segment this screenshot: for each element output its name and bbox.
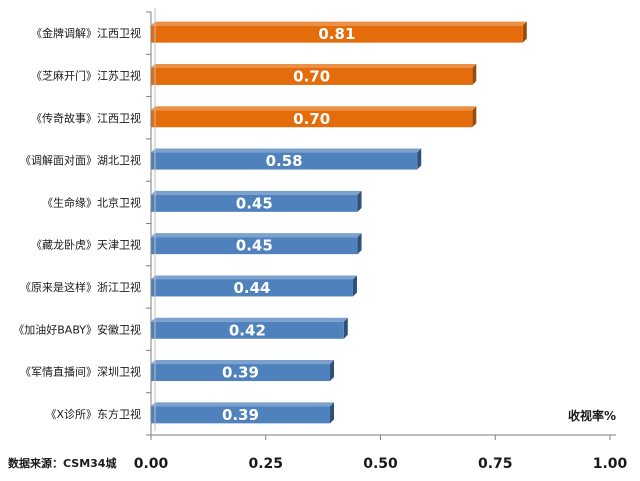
bar-side-face (343, 317, 348, 339)
bar-side-face (472, 106, 477, 128)
category-label: 《加油好BABY》安徽卫视 (13, 322, 141, 336)
bar-front-face (151, 364, 331, 382)
bar: 0.45 (151, 233, 362, 255)
bar: 0.44 (151, 275, 357, 297)
bar-top-face (151, 402, 335, 407)
source-note: 数据来源：CSM34城 (8, 456, 116, 470)
x-tick-label: 0.75 (478, 456, 513, 472)
category-label: 《藏龙卧虎》天津卫视 (31, 238, 141, 252)
bar: 0.42 (151, 317, 348, 339)
bar-front-face (151, 25, 523, 43)
category-label: 《军情直播间》深圳卫视 (20, 365, 141, 379)
category-label: 《金牌调解》江西卫视 (31, 26, 141, 40)
x-tick-label: 0.25 (248, 456, 283, 472)
bar-top-face (151, 275, 357, 280)
category-label: 《芝麻开门》江苏卫视 (31, 68, 141, 82)
bar-front-face (151, 110, 473, 128)
data-label: 0.45 (236, 237, 273, 255)
bar-front-face (151, 152, 418, 170)
x-tick-label: 0.50 (363, 456, 398, 472)
bar-side-face (417, 148, 422, 170)
bar: 0.70 (151, 106, 477, 128)
bar-side-face (330, 360, 335, 382)
data-label: 0.70 (293, 110, 330, 128)
bar-side-face (357, 233, 362, 255)
bar: 0.39 (151, 402, 335, 424)
bar-side-face (472, 63, 477, 85)
data-label: 0.39 (222, 406, 259, 424)
axes (146, 8, 616, 440)
bar: 0.45 (151, 190, 362, 212)
bar-front-face (151, 237, 358, 255)
category-label: 《调解面对面》湖北卫视 (20, 153, 141, 167)
bar-front-face (151, 67, 473, 85)
bar-top-face (151, 317, 348, 322)
bar-side-face (352, 275, 357, 297)
bar-top-face (151, 233, 362, 238)
bar: 0.39 (151, 360, 335, 382)
bar-top-face (151, 21, 527, 26)
data-label: 0.81 (318, 25, 355, 43)
category-label: 《生命缘》北京卫视 (42, 195, 141, 209)
bar-front-face (151, 194, 358, 212)
bar: 0.58 (151, 148, 422, 170)
data-label: 0.45 (236, 194, 273, 212)
category-labels: 《金牌调解》江西卫视《芝麻开门》江苏卫视《传奇故事》江西卫视《调解面对面》湖北卫… (13, 26, 141, 421)
tick-labels: 0.00 0.25 0.50 0.75 1.00 (134, 456, 628, 472)
data-label: 0.39 (222, 364, 259, 382)
bar-side-face (330, 402, 335, 424)
axis-title: 收视率% (568, 408, 616, 423)
bar-side-face (357, 190, 362, 212)
category-label: 《传奇故事》江西卫视 (31, 111, 141, 125)
bar-side-face (522, 21, 527, 43)
bars: 0.81 0.70 0.70 0.58 0.45 0.45 0.44 0.42 0.39 0.39 (151, 21, 527, 424)
bar-top-face (151, 148, 422, 153)
data-label: 0.42 (229, 321, 266, 339)
bar-top-face (151, 106, 477, 111)
bar-top-face (151, 190, 362, 195)
data-label: 0.70 (293, 67, 330, 85)
bar-front-face (151, 279, 353, 297)
data-label: 0.58 (266, 152, 303, 170)
category-label: 《X诊所》东方卫视 (45, 407, 141, 421)
data-label: 0.44 (233, 279, 270, 297)
bar-top-face (151, 63, 477, 68)
x-tick-label: 1.00 (593, 456, 628, 472)
category-label: 《原来是这样》浙江卫视 (20, 280, 141, 294)
bar-top-face (151, 360, 335, 365)
bar-front-face (151, 321, 344, 339)
bar: 0.70 (151, 63, 477, 85)
bar-front-face (151, 406, 331, 424)
x-tick-label: 0.00 (134, 456, 169, 472)
bar: 0.81 (151, 21, 527, 43)
